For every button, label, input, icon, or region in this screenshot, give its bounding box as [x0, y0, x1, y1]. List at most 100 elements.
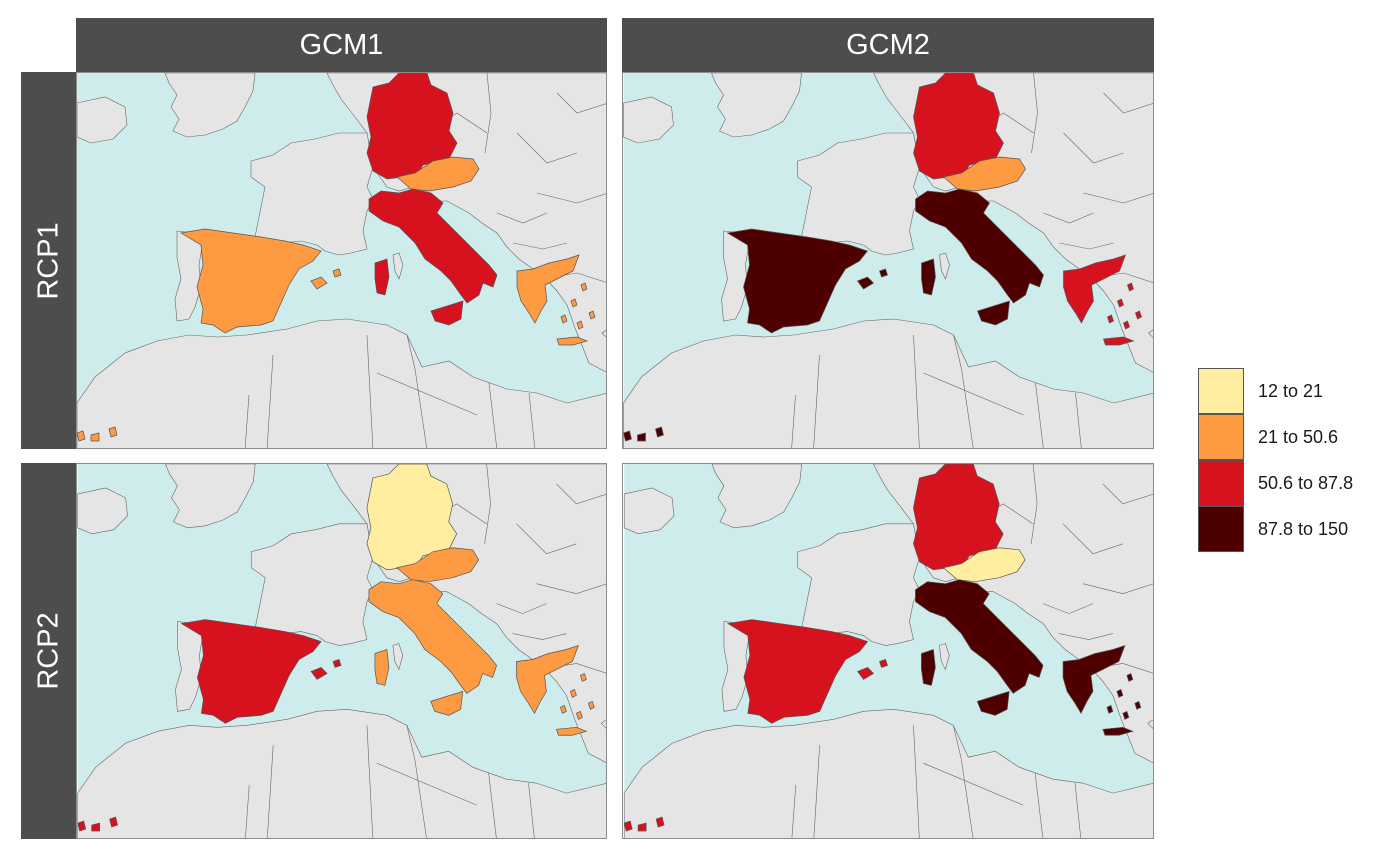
- country-sardinia: [921, 258, 936, 296]
- country-border: [516, 523, 577, 555]
- country-balearic: [857, 659, 888, 680]
- land-region: [939, 643, 950, 671]
- country-border: [953, 725, 962, 760]
- land-region: [77, 487, 128, 535]
- country-crete: [1103, 336, 1135, 346]
- land-region: [797, 132, 920, 256]
- legend-item: 21 to 50.6: [1198, 414, 1400, 460]
- country-border: [556, 483, 606, 505]
- land-region: [623, 318, 1153, 448]
- country-canary: [77, 816, 119, 832]
- country-border: [528, 392, 536, 448]
- land-region: [77, 96, 128, 144]
- column-header-label: GCM2: [846, 28, 930, 61]
- land-region: [623, 96, 674, 144]
- country-italy: [368, 579, 497, 694]
- map-panel-gcm1-rcp1: [76, 72, 607, 449]
- land-region: [250, 132, 374, 256]
- country-border: [1103, 92, 1153, 114]
- country-border: [536, 583, 606, 594]
- country-border: [414, 368, 428, 448]
- country-austria: [396, 156, 480, 192]
- country-greece: [1062, 644, 1126, 715]
- land-region: [711, 464, 803, 529]
- legend-item: 12 to 21: [1198, 368, 1400, 414]
- country-border: [366, 334, 374, 448]
- country-border: [528, 783, 535, 838]
- country-sicily: [430, 300, 464, 326]
- country-border: [923, 372, 1024, 416]
- legend-label: 50.6 to 87.8: [1258, 473, 1354, 493]
- country-border: [376, 372, 478, 416]
- map-panel-gcm1-rcp2: [76, 463, 607, 839]
- country-border: [1083, 192, 1153, 204]
- land-region: [392, 643, 404, 671]
- land-region: [77, 318, 606, 448]
- country-aegean: [1106, 672, 1142, 720]
- country-border: [1082, 583, 1153, 594]
- country-crete: [555, 726, 588, 736]
- land-region: [600, 719, 606, 729]
- land-region: [711, 73, 802, 138]
- country-crete: [556, 336, 589, 346]
- row-header-rcp1: RCP1: [21, 72, 76, 449]
- legend-label: 87.8 to 150: [1258, 519, 1349, 539]
- column-header-gcm2: GCM2: [622, 18, 1154, 72]
- country-border: [961, 368, 974, 448]
- country-border: [1075, 392, 1082, 448]
- legend-item: 87.8 to 150: [1198, 506, 1400, 552]
- country-italy: [915, 579, 1044, 694]
- row-header-label: RCP1: [32, 221, 64, 300]
- country-aegean: [1107, 282, 1142, 330]
- column-header-label: GCM1: [299, 28, 384, 61]
- country-border: [1030, 464, 1038, 544]
- map-svg: [77, 464, 606, 838]
- country-spain: [180, 228, 322, 334]
- land-region: [250, 523, 374, 646]
- country-sardinia: [921, 649, 936, 686]
- country-border: [516, 132, 578, 164]
- country-border: [484, 464, 491, 544]
- country-border: [953, 334, 962, 370]
- country-border: [406, 334, 416, 370]
- land-region: [165, 464, 256, 529]
- country-border: [1035, 382, 1044, 448]
- legend-swatch: [1198, 414, 1244, 460]
- legend-item: 50.6 to 87.8: [1198, 460, 1400, 506]
- country-sicily: [430, 690, 464, 716]
- country-spain: [726, 228, 869, 334]
- country-austria: [396, 547, 480, 583]
- country-border: [244, 394, 250, 448]
- country-sicily: [976, 690, 1010, 716]
- country-border: [1031, 73, 1038, 154]
- country-spain: [180, 619, 322, 724]
- country-border: [913, 334, 920, 448]
- land-region: [1147, 719, 1153, 729]
- country-border: [512, 633, 567, 640]
- column-header-gcm1: GCM1: [76, 18, 607, 72]
- country-border: [512, 242, 568, 250]
- land-region: [77, 709, 606, 838]
- country-border: [791, 394, 796, 448]
- country-border: [913, 725, 920, 838]
- country-border: [556, 92, 606, 114]
- country-border: [791, 785, 797, 838]
- country-border: [536, 192, 606, 204]
- country-crete: [1102, 726, 1134, 736]
- country-balearic: [310, 659, 342, 680]
- country-austria: [942, 156, 1026, 192]
- country-aegean: [560, 282, 596, 330]
- land-region: [164, 73, 256, 138]
- legend-label: 21 to 50.6: [1258, 427, 1339, 447]
- country-balearic: [310, 268, 342, 290]
- country-greece: [1063, 254, 1127, 324]
- land-region: [939, 252, 950, 280]
- map-svg: [623, 464, 1153, 838]
- land-region: [623, 709, 1153, 838]
- country-greece: [516, 644, 579, 715]
- map-svg: [77, 73, 606, 448]
- row-header-rcp2: RCP2: [21, 463, 76, 839]
- country-canary: [623, 426, 664, 442]
- country-italy: [915, 188, 1044, 304]
- country-border: [484, 73, 492, 154]
